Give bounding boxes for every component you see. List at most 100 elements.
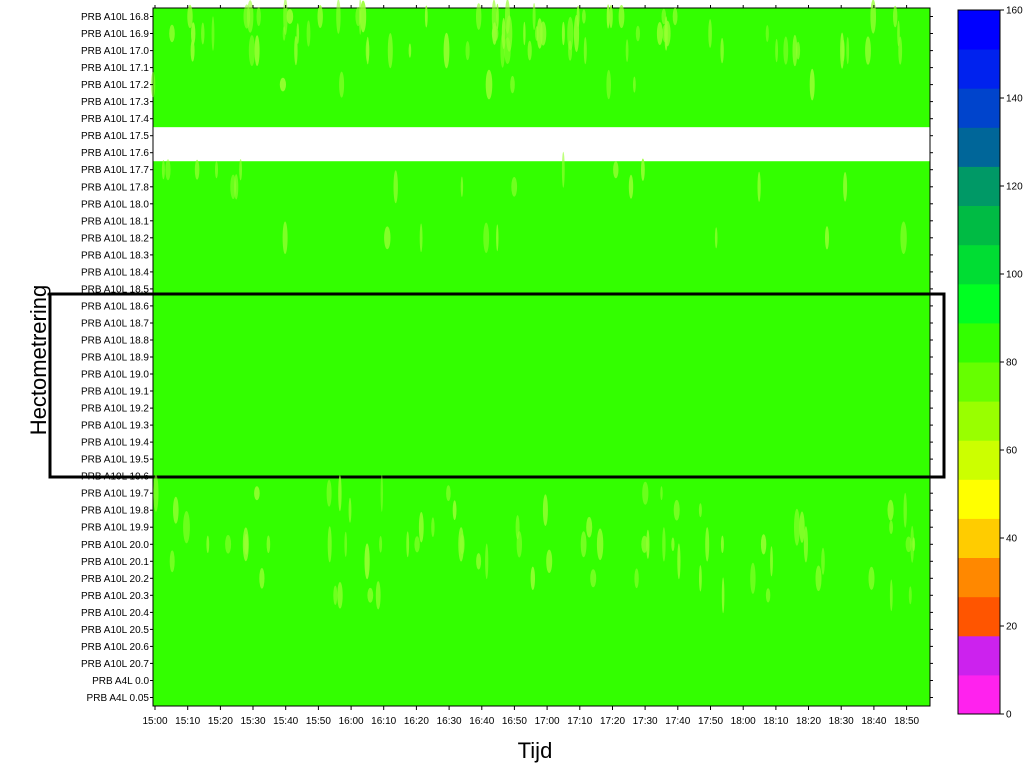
colorbar-segment: [958, 244, 1000, 285]
heatmap-streak: [660, 486, 663, 501]
heatmap-streak: [586, 516, 593, 538]
heatmap-streak: [431, 517, 435, 537]
heatmap-streak: [516, 531, 522, 558]
heatmap-streak: [367, 587, 374, 603]
heatmap-streak: [618, 4, 625, 29]
heatmap-streak: [760, 534, 767, 555]
heatmap-streak: [387, 33, 393, 69]
y-tick-label: PRB A10L 19.6: [81, 472, 149, 483]
y-tick-label: PRB A10L 19.8: [81, 506, 149, 517]
heatmap-streak: [671, 537, 675, 552]
heatmap-streak: [677, 543, 681, 580]
heatmap-streak: [452, 500, 457, 520]
y-tick-label: PRB A10L 19.0: [81, 370, 149, 381]
heatmap-streak: [815, 565, 822, 592]
x-tick-label: 17:10: [567, 716, 592, 727]
colorbar-tick-label: 0: [1006, 710, 1012, 721]
heatmap-streak: [282, 26, 286, 41]
y-tick-label: PRB A10L 17.6: [81, 148, 149, 159]
heatmap-streak: [266, 535, 271, 554]
y-tick-label: PRB A10L 18.3: [81, 250, 149, 261]
y-tick-label: PRB A10L 18.9: [81, 353, 149, 364]
heatmap-streak: [194, 159, 200, 180]
heatmap-streak: [259, 568, 265, 589]
heatmap-streak: [491, 25, 499, 42]
heatmap-streak: [765, 588, 771, 603]
heatmap-streak: [546, 549, 553, 573]
heatmap-streak: [580, 531, 587, 558]
heatmap-streak: [150, 72, 156, 98]
colorbar-segment: [958, 283, 1000, 324]
heatmap-streak: [887, 499, 894, 521]
colorbar-segment: [958, 49, 1000, 89]
heatmap-streak: [317, 5, 323, 28]
heatmap-streak: [510, 75, 515, 94]
y-tick-label: PRB A10L 18.0: [81, 199, 149, 210]
y-tick-label: PRB A10L 17.5: [81, 131, 149, 142]
heatmap-streak: [485, 543, 489, 580]
heatmap-streak: [169, 550, 175, 573]
heatmap-streak: [187, 4, 193, 29]
heatmap-streak: [865, 36, 871, 65]
heatmap-streak: [173, 496, 179, 524]
x-tick-label: 17:20: [600, 716, 625, 727]
y-tick-label: PRB A10L 19.7: [81, 489, 149, 500]
x-tick-label: 16:50: [502, 716, 527, 727]
heatmap-streak: [698, 503, 702, 518]
heatmap-streak: [705, 527, 710, 562]
y-tick-label: PRB A10L 19.4: [81, 438, 149, 449]
y-tick-label: PRB A10L 20.2: [81, 574, 149, 585]
heatmap-streak: [775, 38, 778, 63]
heatmap-streak: [870, 0, 876, 34]
heatmap-streak: [248, 35, 255, 67]
heatmap-streak: [379, 536, 383, 553]
heatmap-streak: [656, 22, 663, 45]
y-tick-label: PRB A10L 20.3: [81, 591, 149, 602]
heatmap-streak: [708, 19, 712, 48]
heatmap-streak: [843, 172, 848, 202]
y-tick-label: PRB A10L 18.2: [81, 233, 149, 244]
heatmap-streak: [721, 577, 725, 614]
heatmap-streak: [211, 16, 215, 51]
heatmap-streak: [446, 485, 451, 502]
heatmap-streak: [757, 171, 761, 202]
heatmap-streak: [770, 546, 773, 577]
colorbar-segment: [958, 322, 1000, 363]
heatmap-streak: [339, 71, 345, 98]
heatmap-streak: [699, 565, 702, 592]
heatmap-base: [153, 8, 930, 706]
colorbar-segment: [958, 205, 1000, 246]
heatmap-streak: [898, 36, 903, 65]
heatmap-streak: [414, 536, 420, 553]
heatmap-streak: [765, 25, 769, 42]
heatmap-streak: [532, 3, 536, 30]
colorbar-segment: [958, 440, 1000, 480]
heatmap-streak: [256, 7, 261, 26]
x-tick-label: 17:00: [535, 716, 560, 727]
heatmap-streak: [364, 543, 370, 580]
no-data-band: [153, 127, 930, 162]
heatmap-streak: [279, 77, 286, 92]
heatmap-streak: [625, 39, 629, 62]
heatmap-streak: [590, 569, 597, 588]
heatmap-streak: [424, 5, 428, 28]
heatmap-streak: [803, 526, 809, 563]
heatmap-streak: [206, 535, 210, 553]
heatmap-streak: [190, 39, 195, 62]
heatmap-streak: [337, 582, 343, 609]
x-tick-label: 16:30: [437, 716, 462, 727]
heatmap-streak: [905, 536, 912, 553]
y-tick-label: PRB A10L 20.1: [81, 557, 149, 568]
heatmap-streak: [720, 37, 724, 64]
heatmap-streak: [348, 497, 352, 523]
y-tick-label: PRB A10L 19.3: [81, 421, 149, 432]
heatmap-streak: [750, 562, 756, 594]
heatmap-streak: [583, 37, 587, 65]
colorbar-tick-label: 20: [1006, 622, 1018, 633]
heatmap-streak: [662, 24, 668, 43]
heatmap-streak: [306, 20, 311, 47]
y-tick-label: PRB A10L 19.1: [81, 387, 149, 398]
heatmap-streak: [530, 566, 535, 590]
x-tick-label: 16:40: [469, 716, 494, 727]
heatmap-streak: [642, 481, 649, 505]
